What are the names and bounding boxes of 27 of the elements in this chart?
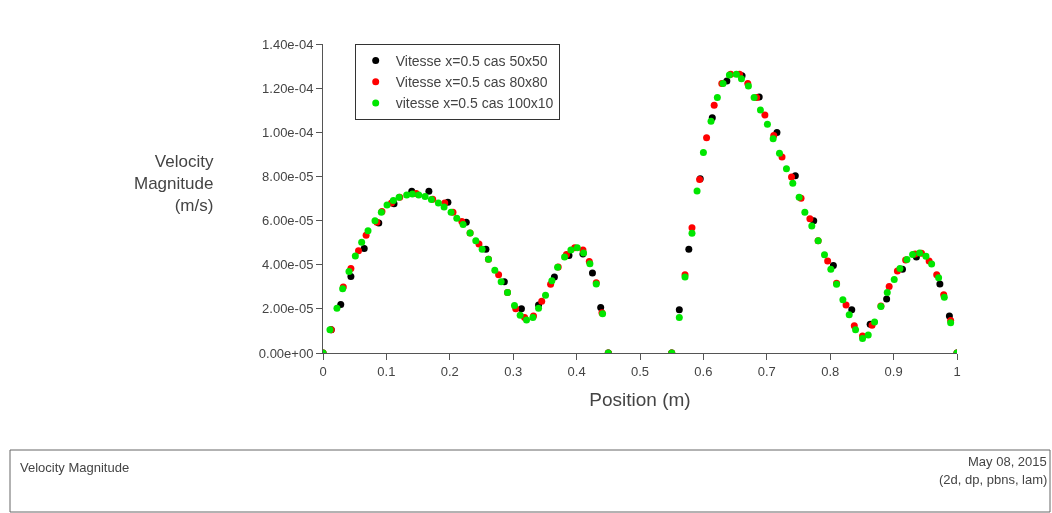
x-tick-label: 0.4 bbox=[567, 363, 586, 379]
text: Velocity Magnitude bbox=[20, 460, 130, 475]
legend-label: Vitesse x=0.5 cas 50x50 bbox=[395, 53, 548, 70]
text: May 08, 2015 bbox=[968, 454, 1047, 469]
y-tick-label: 1.00e-04 bbox=[262, 124, 314, 140]
x-tick-label: 0.9 bbox=[884, 363, 903, 379]
y-tick-label: 0.00e+00 bbox=[258, 345, 314, 361]
y-tick-label: 1.40e-04 bbox=[262, 36, 314, 52]
y-tick-label: 2.00e-05 bbox=[262, 301, 314, 317]
x-tick-label: 0.8 bbox=[821, 363, 840, 379]
x-tick-label: 0.7 bbox=[757, 363, 776, 379]
text: (2d, dp, pbns, lam) bbox=[939, 472, 1048, 487]
x-tick-label: 0.5 bbox=[630, 363, 650, 379]
y-tick-label: 1.20e-04 bbox=[262, 80, 314, 96]
x-tick-label: 0 bbox=[319, 363, 327, 379]
x-tick-label: 0.2 bbox=[440, 363, 459, 379]
x-tick-label: 0.1 bbox=[377, 363, 396, 379]
y-tick-label: 4.00e-05 bbox=[262, 257, 314, 273]
x-axis-title: Position (m) bbox=[589, 389, 691, 411]
y-tick-label: 8.00e-05 bbox=[262, 168, 314, 184]
x-tick-label: 0.3 bbox=[504, 363, 523, 379]
x-tick-label: 1 bbox=[953, 363, 961, 379]
x-tick-label: 0.6 bbox=[694, 363, 713, 379]
y-axis-title: Velocity Magnitude (m/s) bbox=[134, 152, 214, 216]
legend-label: vitesse x=0.5 cas 100x10 bbox=[395, 95, 554, 112]
y-tick-label: 6.00e-05 bbox=[262, 213, 314, 229]
legend-label: Vitesse x=0.5 cas 80x80 bbox=[395, 74, 548, 91]
